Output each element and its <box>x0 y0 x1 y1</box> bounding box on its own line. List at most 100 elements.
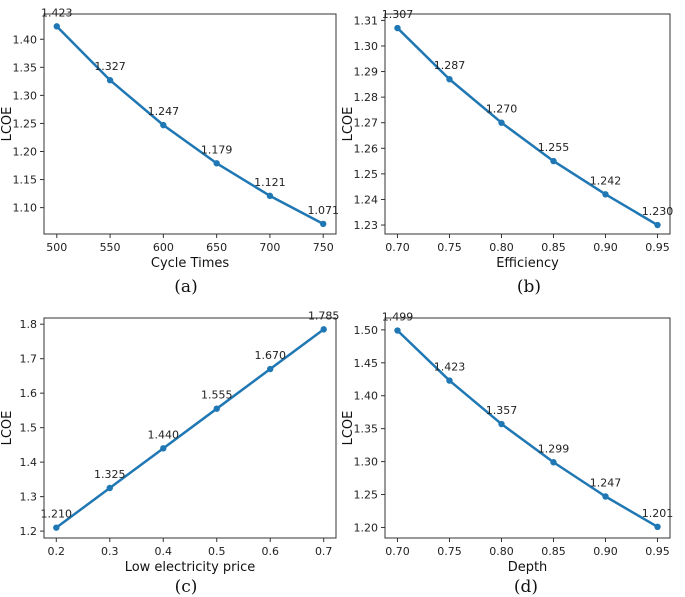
data-point <box>498 119 505 126</box>
panel-caption: (a) <box>174 277 197 297</box>
data-label: 1.307 <box>382 8 414 21</box>
x-tick-label: 600 <box>153 241 174 254</box>
data-point <box>446 377 453 384</box>
data-point <box>394 24 401 32</box>
y-tick-label: 1.20 <box>13 146 38 159</box>
x-tick-label: 0.90 <box>593 241 618 254</box>
panel-caption: (b) <box>517 277 541 297</box>
data-point <box>106 77 114 84</box>
y-tick-label: 1.10 <box>13 202 38 215</box>
y-tick-label: 1.31 <box>354 14 379 27</box>
y-tick-label: 1.25 <box>13 117 38 130</box>
chart-panel-c: 0.2 0.3 0.4 0.5 0.6 0.7 1.2 1.3 1.4 1.5 1.6 1.7 1.8 L… <box>0 309 339 575</box>
data-point <box>213 160 220 167</box>
x-tick-label: 0.70 <box>385 545 410 558</box>
data-point <box>53 524 60 531</box>
x-tick-label: 700 <box>259 241 280 254</box>
y-tick-label: 1.8 <box>20 318 38 331</box>
x-tick-label: 0.2 <box>48 545 66 558</box>
y-tick-label: 1.30 <box>354 456 379 469</box>
data-label: 1.287 <box>434 59 466 72</box>
y-tick-label: 1.28 <box>354 91 379 104</box>
data-label: 1.247 <box>590 477 622 490</box>
data-point <box>654 221 661 229</box>
data-point <box>498 420 505 428</box>
data-label: 1.121 <box>254 176 286 189</box>
y-tick-label: 1.2 <box>20 525 38 538</box>
x-tick-label: 0.5 <box>208 545 226 558</box>
x-tick-label: 0.75 <box>437 241 462 254</box>
x-tick-label: 0.85 <box>541 545 566 558</box>
data-label: 1.555 <box>201 389 233 402</box>
x-tick-label: 750 <box>313 241 334 254</box>
y-tick-label: 1.5 <box>20 422 38 435</box>
data-label: 1.230 <box>642 205 674 218</box>
data-point <box>267 365 274 373</box>
x-tick-label: 0.4 <box>155 545 173 558</box>
y-tick-label: 1.25 <box>354 168 379 181</box>
y-tick-label: 1.35 <box>354 423 379 436</box>
data-label: 1.440 <box>148 428 180 441</box>
y-tick-label: 1.26 <box>354 142 379 155</box>
plot-frame <box>43 13 337 235</box>
x-axis-label: Low electricity price <box>125 560 256 575</box>
x-tick-label: 650 <box>206 241 227 254</box>
chart-panel-a: 500 550 600 650 700 750 1.10 1.15 1.20 1.25 1.30 1.… <box>0 6 339 271</box>
x-tick-label: 550 <box>100 241 121 254</box>
data-point <box>550 157 557 165</box>
y-tick-label: 1.30 <box>13 89 38 102</box>
y-tick-label: 1.15 <box>13 174 38 187</box>
data-label: 1.325 <box>94 468 126 481</box>
data-point <box>602 493 609 500</box>
data-label: 1.423 <box>41 6 73 19</box>
y-tick-label: 1.4 <box>20 456 38 469</box>
y-tick-label: 1.24 <box>354 193 379 206</box>
x-tick-label: 0.70 <box>385 241 410 254</box>
series-line <box>396 26 659 227</box>
x-tick-label: 0.85 <box>541 241 566 254</box>
data-point <box>53 23 60 30</box>
series-line <box>55 25 325 226</box>
data-label: 1.201 <box>642 507 674 520</box>
data-point <box>266 192 274 200</box>
y-tick-label: 1.20 <box>354 521 379 534</box>
x-axis-label: Efficiency <box>496 256 559 271</box>
y-tick-label: 1.40 <box>13 33 38 46</box>
y-tick-label: 1.40 <box>354 390 379 403</box>
y-axis-label: LCOE <box>0 411 15 446</box>
data-label: 1.247 <box>148 105 180 118</box>
chart-panel-b: 0.70 0.75 0.80 0.85 0.90 0.95 1.23 1.24 1.25 1.26… <box>341 8 673 271</box>
data-point <box>446 76 453 83</box>
x-tick-label: 0.7 <box>315 545 333 558</box>
y-tick-label: 1.27 <box>354 117 379 130</box>
x-tick-label: 0.75 <box>437 545 462 558</box>
data-point <box>106 484 113 492</box>
y-axis-label: LCOE <box>341 411 356 446</box>
series-line <box>55 328 325 529</box>
data-point <box>160 121 167 129</box>
chart-panel-d: 0.70 0.75 0.80 0.85 0.90 0.95 1.20 1.25 1.30 1.35… <box>341 311 673 575</box>
data-label: 1.670 <box>254 349 286 362</box>
data-point <box>213 405 220 412</box>
y-tick-label: 1.7 <box>20 353 38 366</box>
y-tick-label: 1.3 <box>20 491 38 504</box>
data-label: 1.423 <box>434 361 466 374</box>
x-tick-label: 0.95 <box>645 241 670 254</box>
y-tick-label: 1.35 <box>13 61 38 74</box>
data-point <box>550 459 557 466</box>
data-label: 1.785 <box>308 309 340 322</box>
x-tick-label: 0.80 <box>489 545 514 558</box>
data-label: 1.242 <box>590 174 622 187</box>
y-tick-label: 1.50 <box>354 324 379 337</box>
plot-frame <box>384 13 671 235</box>
y-tick-label: 1.30 <box>354 40 379 53</box>
y-tick-label: 1.25 <box>354 489 379 502</box>
series-line <box>396 329 659 529</box>
data-label: 1.179 <box>201 143 233 156</box>
y-tick-label: 1.29 <box>354 66 379 79</box>
data-point <box>394 327 401 334</box>
x-tick-label: 0.90 <box>593 545 618 558</box>
x-axis-label: Cycle Times <box>151 256 229 271</box>
data-label: 1.499 <box>382 311 414 324</box>
